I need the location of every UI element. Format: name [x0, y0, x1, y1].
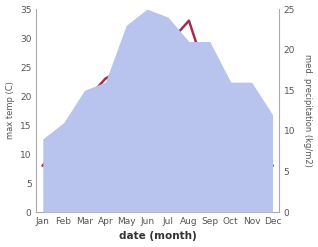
Y-axis label: med. precipitation (kg/m2): med. precipitation (kg/m2) — [303, 54, 313, 167]
X-axis label: date (month): date (month) — [119, 231, 197, 242]
Y-axis label: max temp (C): max temp (C) — [5, 82, 15, 140]
